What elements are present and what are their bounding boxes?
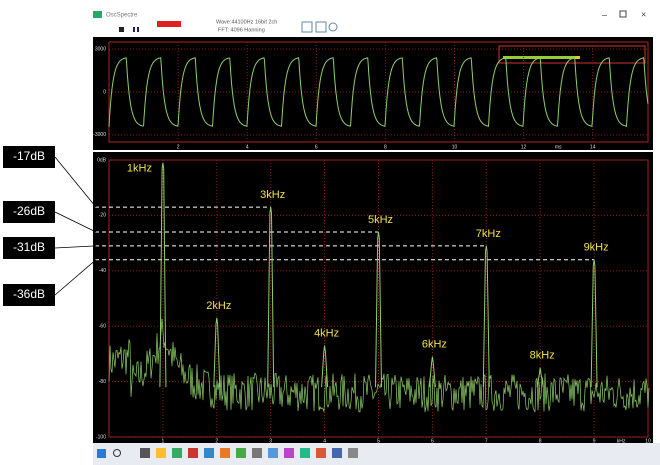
- stop-button[interactable]: [119, 27, 124, 32]
- taskbar-app[interactable]: [316, 448, 326, 458]
- callout-box: [3, 284, 55, 306]
- taskbar-app[interactable]: [300, 448, 310, 458]
- peak-label: 6kHz: [422, 339, 447, 351]
- callout-label: -17dB: [13, 149, 45, 163]
- taskbar-app[interactable]: [156, 448, 166, 458]
- x-tick-label: 5: [377, 438, 380, 444]
- x-unit: kHz: [617, 438, 626, 444]
- wave-info: Wave:44100Hz 16bit 2ch: [216, 19, 277, 25]
- spectral-peak: [428, 356, 436, 388]
- start-button[interactable]: [97, 449, 106, 458]
- taskbar-app[interactable]: [284, 448, 294, 458]
- tool-icon[interactable]: [315, 21, 327, 33]
- taskbar-app[interactable]: [348, 448, 358, 458]
- callout-leader: [54, 245, 97, 249]
- taskbar: [93, 443, 660, 465]
- callout-label: -26dB: [13, 204, 45, 218]
- tool-icon[interactable]: [301, 21, 313, 33]
- app-icon: [93, 11, 102, 18]
- y-tick-label: 3000: [95, 46, 106, 52]
- x-tick-label: 9: [593, 438, 596, 444]
- callout-box: [3, 237, 55, 259]
- record-indicator: [157, 21, 181, 27]
- spectral-peak: [375, 231, 382, 388]
- y-tick-label: -3000: [93, 132, 106, 138]
- x-tick-label: 1: [162, 438, 165, 444]
- peak-label: 4kHz: [314, 327, 339, 339]
- x-tick-label: 6: [315, 144, 318, 150]
- y-tick-label: -40: [99, 268, 106, 274]
- search-button[interactable]: [113, 449, 121, 457]
- peak-label: 3kHz: [260, 189, 285, 201]
- taskbar-app[interactable]: [172, 448, 182, 458]
- pause-button-b: [137, 27, 139, 32]
- callout-label: -36dB: [13, 287, 45, 301]
- x-tick-label: 4: [246, 144, 249, 150]
- spectral-peak: [536, 367, 544, 388]
- spectral-peak: [267, 207, 275, 388]
- minimize[interactable]: –: [602, 9, 607, 19]
- peak-label: 8kHz: [530, 350, 555, 362]
- peak-label: 7kHz: [476, 228, 501, 240]
- spectral-peak: [213, 317, 221, 388]
- callout-box: [3, 146, 55, 168]
- taskbar-app[interactable]: [236, 448, 246, 458]
- callout-leader: [54, 156, 97, 208]
- y-tick-label: 0: [103, 89, 106, 95]
- y-tick-label: -80: [99, 379, 106, 385]
- x-tick-label: 14: [590, 144, 596, 150]
- x-unit: ms: [555, 144, 562, 150]
- x-tick-label: 10: [645, 438, 651, 444]
- spectral-peak: [321, 345, 329, 388]
- peak-label: 5kHz: [368, 214, 393, 226]
- taskbar-app[interactable]: [188, 448, 198, 458]
- spectral-peak: [159, 162, 167, 388]
- taskbar-app[interactable]: [220, 448, 230, 458]
- taskbar-app[interactable]: [268, 448, 278, 458]
- pause-button[interactable]: [133, 27, 135, 32]
- x-tick-label: 8: [384, 144, 387, 150]
- callout-leader: [54, 259, 97, 296]
- y-tick-label: -20: [99, 213, 106, 219]
- spectral-peak: [482, 245, 490, 388]
- x-tick-label: 2: [215, 438, 218, 444]
- noise-floor: [108, 318, 650, 413]
- tool-icon[interactable]: [328, 22, 338, 32]
- x-tick-label: 12: [521, 144, 527, 150]
- x-tick-label: 2: [177, 144, 180, 150]
- fft-info: FFT: 4096 Hanning: [218, 27, 265, 33]
- taskbar-app[interactable]: [140, 448, 150, 458]
- callout-label: -31dB: [13, 240, 45, 254]
- x-tick-label: 7: [485, 438, 488, 444]
- level-meter: [498, 45, 646, 64]
- window-title: OscSpectre: [106, 13, 138, 19]
- y-tick-label: -100: [96, 434, 106, 440]
- level-bar: [503, 56, 575, 59]
- maximize[interactable]: [619, 10, 627, 18]
- close[interactable]: ×: [641, 9, 646, 19]
- waveform-trace: [108, 56, 649, 128]
- x-tick-label: 4: [323, 438, 326, 444]
- x-tick-label: 10: [452, 144, 458, 150]
- level-bar-peak: [575, 56, 580, 59]
- taskbar-app[interactable]: [204, 448, 214, 458]
- taskbar-app[interactable]: [252, 448, 262, 458]
- peak-label: 2kHz: [206, 300, 231, 312]
- y-tick-label: -60: [99, 324, 106, 330]
- spectral-peak: [590, 259, 598, 388]
- x-tick-label: 3: [269, 438, 272, 444]
- callout-leader: [54, 211, 97, 233]
- peak-label: 9kHz: [584, 242, 609, 254]
- y-tick-label: 0dB: [97, 157, 107, 163]
- x-tick-label: 6: [431, 438, 434, 444]
- callout-box: [3, 201, 55, 223]
- x-tick-label: 8: [539, 438, 542, 444]
- taskbar-app[interactable]: [332, 448, 342, 458]
- peak-label: 1kHz: [127, 163, 152, 175]
- taskbar-apps: [140, 448, 358, 458]
